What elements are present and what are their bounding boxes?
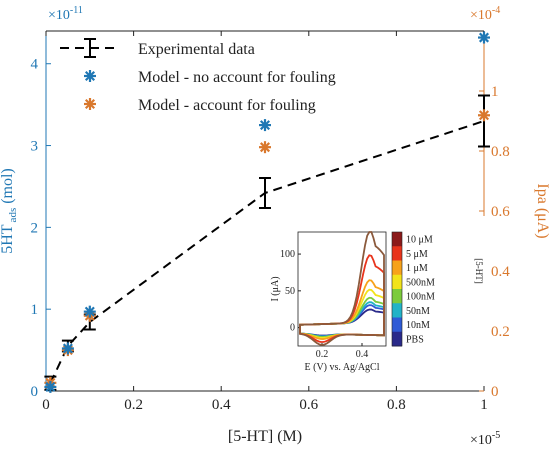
experimental-line (49, 120, 485, 384)
model-no-fouling-point (44, 380, 57, 393)
y-left-label-unit: (mol) (0, 168, 16, 204)
inset-x-tick-label: 0.2 (316, 349, 329, 360)
inset-chart: 0.2 0.4 0 50 100 E (V) vs. Ag/AgCl I (μA) 10 μM… (258, 216, 488, 386)
x-tick-label: 0.8 (387, 397, 406, 413)
inset-colorbar-label: 100nM (406, 292, 435, 303)
y-left-tick-label: 2 (31, 220, 39, 236)
legend: Experimental data Model - no account for … (60, 38, 336, 114)
x-tick-label: 0.4 (212, 397, 231, 413)
model-no-fouling-point (259, 119, 271, 132)
inset-x-label: E (V) vs. Ag/AgCl (305, 362, 380, 373)
inset-colorbar-segment (392, 232, 402, 247)
inset-cv-curve (299, 231, 385, 346)
y-left-tick-label: 3 (31, 139, 39, 155)
inset-colorbar-label: 10 μM (406, 235, 433, 246)
inset-y-tick-label: 50 (285, 286, 295, 297)
inset-colorbar-label: PBS (406, 334, 424, 345)
model-no-fouling-point (83, 305, 96, 318)
y-right-tick-label: 0.2 (491, 324, 510, 340)
model-no-fouling-point (61, 342, 74, 355)
y-right-tick-label: 0.6 (491, 204, 510, 220)
inset-colorbar-segment (392, 331, 402, 347)
y-left-tick-label: 0 (31, 384, 39, 400)
y-right-tick-label: 0 (491, 384, 499, 400)
svg-text:5HTads(mol): 5HTads (mol) (0, 168, 19, 254)
inset-colorbar-segment (392, 260, 402, 276)
y-right-tick-label: 1 (491, 84, 499, 100)
inset-colorbar-label: 50nM (406, 306, 430, 317)
y-left-tick-label: 1 (31, 302, 39, 318)
inset-colorbar-segment (392, 246, 402, 261)
legend-experimental-label: Experimental data (138, 41, 255, 58)
y-left-axis-label: 5HTads (mol) (0, 168, 19, 254)
inset-x-tick-label: 0.4 (356, 349, 369, 360)
x-tick-label: 0 (42, 397, 50, 413)
inset-colorbar-frame (391, 231, 403, 347)
inset-colorbar-segment (392, 317, 402, 333)
inset-colorbar-title: [5-HT] (474, 258, 484, 284)
inset-colorbar-label: 5 μM (406, 249, 428, 260)
legend-no-fouling-marker (84, 70, 96, 82)
y-left-label-sub: ads (7, 208, 19, 223)
inset-colorbar-label: 10nM (406, 320, 430, 331)
y-left-tick-label: 4 (31, 57, 39, 73)
y-left-label-main: 5HT (0, 224, 16, 254)
legend-fouling-label: Model - account for fouling (138, 97, 316, 114)
experimental-errorbar (259, 177, 271, 209)
y-right-exponent: ×10-4 (470, 5, 500, 23)
inset-colorbar-segment (392, 274, 402, 290)
inset-colorbar-label: 500nM (406, 277, 435, 288)
inset-colorbar-segment (392, 303, 402, 318)
inset-frame (297, 231, 387, 347)
inset-y-label: I (μA) (270, 276, 281, 301)
x-tick-label: 1 (480, 397, 488, 413)
model-no-fouling-point (478, 31, 490, 44)
y-left-exponent: ×10-11 (48, 5, 83, 23)
inset-colorbar-segment (392, 289, 402, 304)
y-right-axis-label: Ipa (μA) (534, 183, 550, 238)
model-fouling-point (478, 109, 490, 122)
inset-colorbar-label: 1 μM (406, 263, 428, 274)
x-axis-label: [5-HT] (M) (228, 428, 302, 445)
y-right-tick-label: 0.4 (491, 264, 510, 280)
y-right-tick-label: 0.8 (491, 144, 510, 160)
x-tick-label: 0.6 (299, 397, 318, 413)
model-fouling-point (259, 141, 271, 154)
inset-y-tick-label: 100 (280, 249, 295, 260)
legend-no-fouling-label: Model - no account for fouling (138, 69, 336, 86)
x-exponent: ×10-5 (470, 430, 500, 448)
inset-y-tick-label: 0 (290, 323, 295, 334)
x-tick-label: 0.2 (124, 397, 143, 413)
legend-fouling-marker (84, 98, 96, 110)
